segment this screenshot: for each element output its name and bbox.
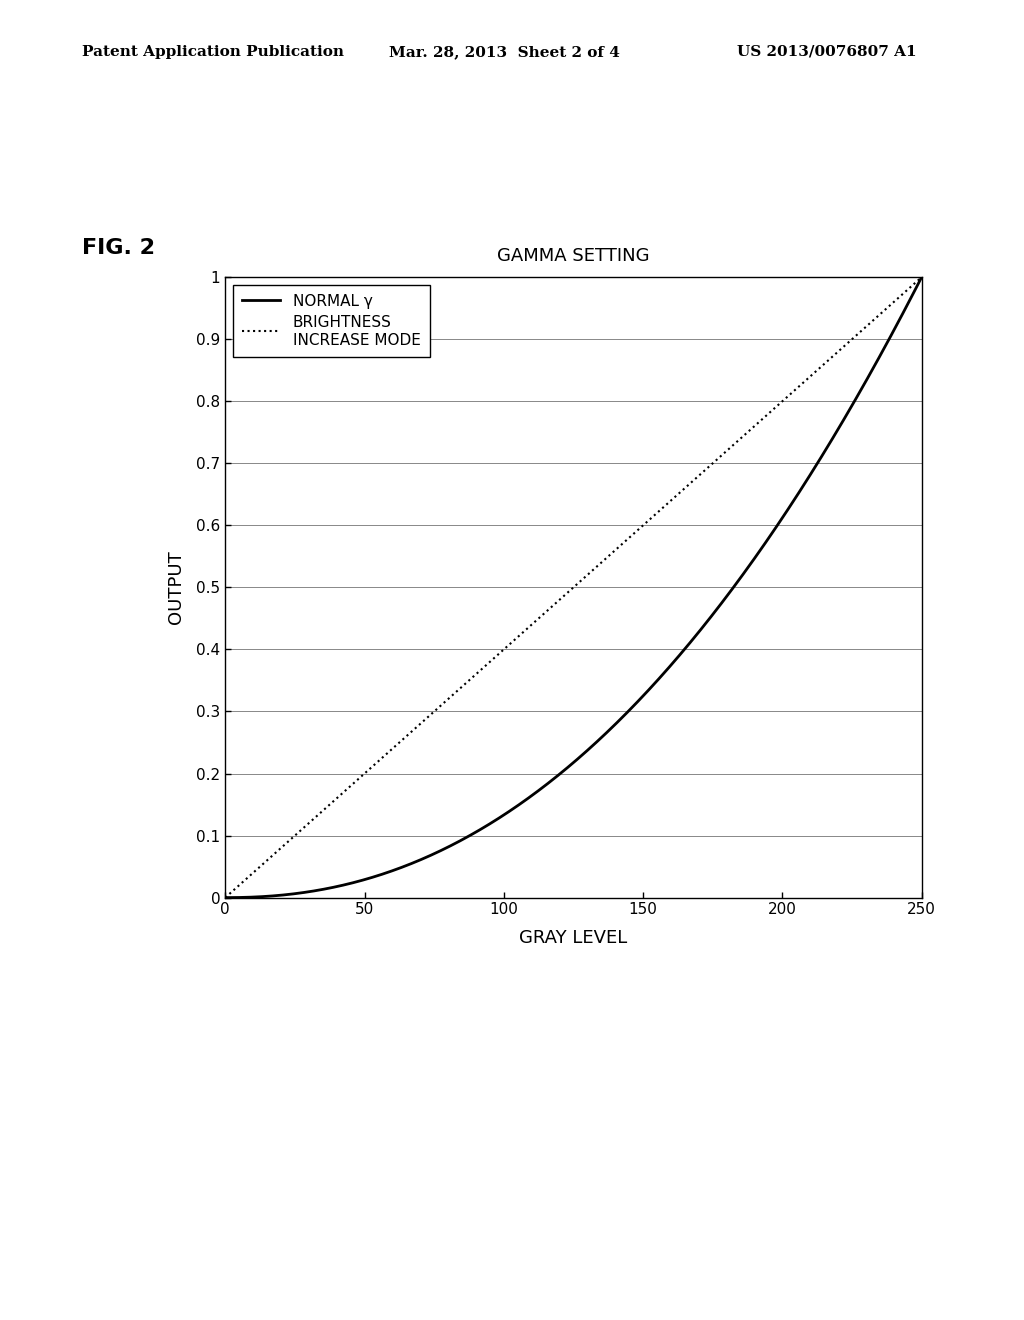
Text: FIG. 2: FIG. 2 [82, 238, 155, 257]
Title: GAMMA SETTING: GAMMA SETTING [498, 247, 649, 264]
Text: Mar. 28, 2013  Sheet 2 of 4: Mar. 28, 2013 Sheet 2 of 4 [389, 45, 620, 59]
Y-axis label: OUTPUT: OUTPUT [167, 550, 185, 624]
Text: Patent Application Publication: Patent Application Publication [82, 45, 344, 59]
Text: US 2013/0076807 A1: US 2013/0076807 A1 [737, 45, 916, 59]
X-axis label: GRAY LEVEL: GRAY LEVEL [519, 928, 628, 946]
Legend: NORMAL γ, BRIGHTNESS
INCREASE MODE: NORMAL γ, BRIGHTNESS INCREASE MODE [232, 285, 429, 356]
